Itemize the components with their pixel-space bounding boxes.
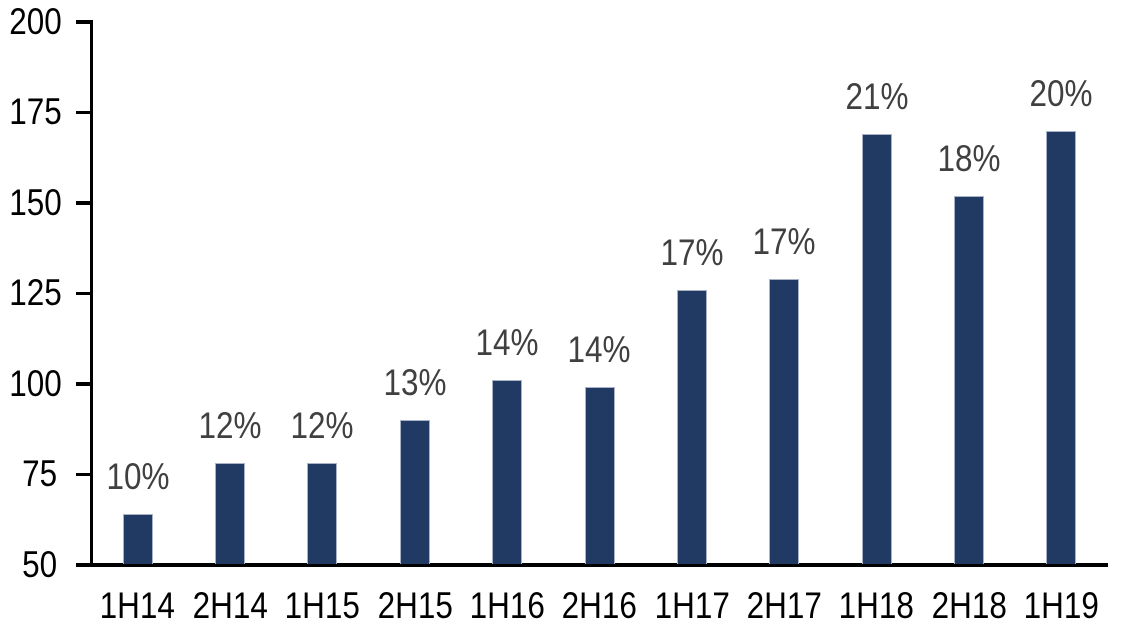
bar-value-label: 12%	[270, 405, 374, 447]
bar	[215, 463, 246, 565]
x-axis-tick-label: 2H17	[738, 584, 830, 627]
bar-value-label-text: 12%	[290, 405, 354, 447]
bar-value-label-text: 18%	[937, 137, 1001, 179]
y-axis-tick-label: 175	[0, 91, 61, 133]
x-axis-tick-label: 1H14	[92, 584, 184, 627]
bar-value-label: 14%	[455, 322, 559, 364]
bar-value-label-text: 20%	[1029, 72, 1093, 114]
y-axis-tick	[76, 201, 93, 205]
bar	[676, 289, 707, 565]
x-axis-tick-label-text: 1H18	[838, 585, 915, 626]
y-axis-tick	[76, 472, 93, 477]
x-axis-tick-label-text: 2H17	[746, 585, 822, 626]
x-axis-tick-label-text: 1H17	[654, 585, 730, 626]
y-axis-tick-label: 100	[0, 363, 61, 405]
y-axis-tick-label-text: 175	[9, 91, 62, 133]
bar-value-label-text: 10%	[106, 456, 170, 498]
bar	[1046, 130, 1077, 565]
bar	[492, 380, 523, 565]
bar	[122, 514, 153, 565]
bar-value-label-text: 13%	[383, 362, 447, 404]
x-axis-tick-label: 1H15	[276, 584, 368, 627]
y-axis-tick-label: 50	[0, 544, 57, 586]
bar-value-label-text: 14%	[568, 329, 631, 371]
bar-value-label: 17%	[640, 232, 744, 274]
x-axis-tick-label: 2H18	[923, 584, 1015, 627]
x-axis-tick-label: 1H16	[461, 584, 553, 627]
bar	[769, 278, 800, 565]
y-axis-tick	[76, 110, 93, 115]
y-axis-tick-label: 75	[0, 453, 57, 495]
y-axis-tick-label-text: 75	[22, 453, 57, 495]
y-axis-tick-label-text: 200	[9, 1, 62, 42]
x-axis-tick-label-text: 2H18	[931, 585, 1007, 626]
bar	[584, 387, 615, 565]
bar-value-label: 21%	[824, 76, 928, 118]
bar	[861, 134, 892, 565]
x-axis-tick-label: 1H17	[646, 584, 738, 627]
y-axis-tick	[76, 291, 93, 296]
x-axis-tick-label-text: 2H16	[561, 585, 638, 626]
bar-value-label: 14%	[547, 329, 651, 371]
bar-value-label-text: 17%	[752, 220, 816, 262]
x-axis-tick-label: 2H16	[553, 584, 645, 627]
bar-value-label-text: 17%	[660, 231, 724, 273]
x-axis-tick-label-text: 2H15	[377, 585, 453, 626]
x-axis-tick-label-text: 1H14	[100, 585, 176, 626]
bar-value-label-text: 21%	[845, 76, 909, 118]
bar	[307, 463, 338, 565]
bar-value-label: 12%	[178, 405, 282, 447]
bar-value-label: 20%	[1009, 73, 1113, 115]
bar	[953, 195, 984, 565]
x-axis-tick-label-text: 1H16	[469, 585, 545, 626]
bar-value-label: 18%	[917, 138, 1021, 180]
x-axis-tick-label-text: 1H15	[284, 585, 360, 626]
y-axis-tick	[76, 20, 93, 24]
x-axis-tick-label-text: 1H19	[1023, 585, 1099, 626]
x-axis-tick-label: 1H19	[1015, 584, 1107, 627]
bar-value-label-text: 12%	[198, 405, 262, 447]
y-axis-tick-label: 150	[0, 182, 61, 224]
x-axis-tick-label: 1H18	[830, 584, 922, 627]
bar-value-label: 13%	[363, 362, 467, 404]
y-axis-tick-label-text: 100	[9, 362, 62, 404]
x-axis-tick-label-text: 2H14	[192, 585, 268, 626]
bar-value-label: 17%	[732, 221, 836, 263]
y-axis-tick-label: 200	[0, 1, 61, 43]
x-axis-tick-label: 2H15	[369, 584, 461, 627]
bar-value-label-text: 14%	[475, 322, 539, 364]
y-axis-tick-label: 125	[0, 272, 61, 314]
y-axis-tick-label-text: 150	[9, 181, 62, 223]
x-axis-line	[76, 563, 1108, 567]
x-axis-tick-label: 2H14	[184, 584, 276, 627]
y-axis-tick	[76, 382, 93, 386]
y-axis-tick-label-text: 125	[9, 272, 62, 314]
bar-value-label: 10%	[86, 456, 190, 498]
bar	[399, 420, 430, 565]
y-axis-tick-label-text: 50	[22, 543, 57, 585]
